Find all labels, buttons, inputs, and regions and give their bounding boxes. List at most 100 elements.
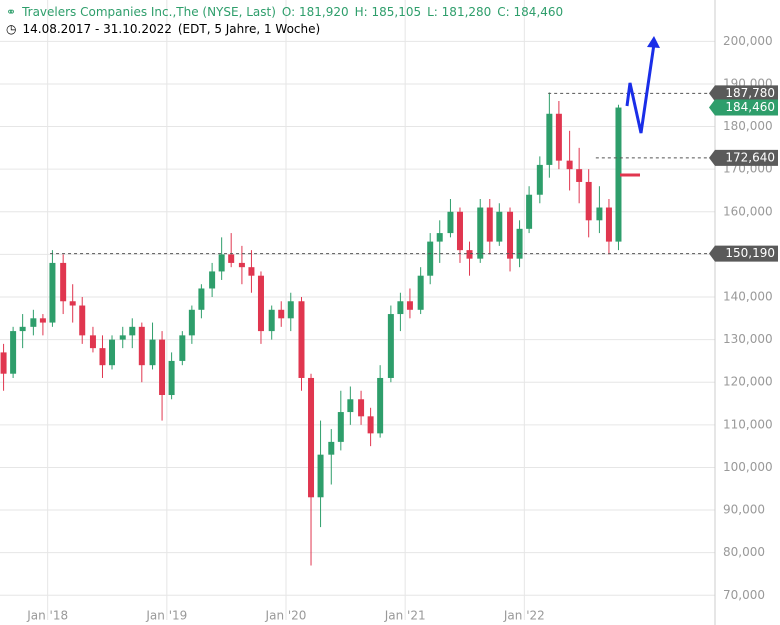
y-tick-label: 160,000	[723, 204, 773, 218]
header-line: ◷ 14.08.2017 - 31.10.2022 (EDT, 5 Jahre, 1…	[6, 21, 569, 38]
candle-body	[417, 275, 424, 310]
x-tick-label: Jan '22	[503, 609, 545, 623]
candle-body	[406, 301, 413, 310]
candle-body	[377, 377, 384, 434]
quote: C: 184,460	[497, 5, 564, 19]
level-label-box	[709, 149, 778, 166]
candle-body	[188, 309, 195, 336]
candle-body	[466, 250, 473, 259]
candle-body	[436, 233, 443, 242]
candle-body	[109, 339, 116, 366]
candle-body	[526, 194, 533, 229]
y-tick-label: 90,000	[723, 503, 765, 517]
candle-body	[19, 326, 26, 332]
candle-body	[447, 211, 454, 234]
y-tick-label: 80,000	[723, 545, 765, 559]
candle-body	[298, 301, 305, 378]
quote: H: 185,105	[354, 5, 422, 19]
candle-body	[79, 305, 86, 336]
candle-body	[99, 348, 106, 366]
candle-body	[358, 399, 365, 417]
candle-body	[486, 207, 493, 242]
last-price-label: 184,460	[725, 100, 775, 114]
candle-body	[287, 301, 294, 319]
candle-body	[615, 107, 622, 242]
candle-body	[119, 335, 126, 340]
y-tick-label: 110,000	[723, 417, 773, 431]
y-tick-label: 140,000	[723, 290, 773, 304]
candle-body	[238, 262, 245, 268]
level-label: 172,640	[725, 150, 775, 164]
candle-body	[328, 441, 335, 455]
candle-body	[477, 207, 484, 259]
candle-body	[179, 335, 186, 361]
candle-body	[159, 339, 166, 396]
candle-body	[496, 211, 503, 242]
candle-body	[566, 160, 573, 170]
candle-body	[555, 113, 562, 161]
subtitle: 14.08.2017 - 31.10.2022	[22, 22, 172, 36]
candle-body	[546, 113, 553, 165]
quote: L: 181,280	[427, 5, 492, 19]
candle-body	[308, 377, 315, 498]
level-label: 187,780	[725, 86, 775, 100]
candle-body	[516, 228, 523, 259]
candle-body	[605, 207, 612, 242]
y-tick-label: 180,000	[723, 119, 773, 133]
quote: O: 181,920	[281, 5, 349, 19]
candle-body	[585, 181, 592, 221]
icon: ⚭	[6, 5, 17, 19]
candle-body	[248, 267, 255, 276]
x-tick-label: Jan '19	[145, 609, 187, 623]
last-price-box	[709, 99, 778, 116]
candle-body	[218, 254, 225, 272]
candle-body	[268, 309, 275, 332]
x-tick-label: Jan '18	[26, 609, 68, 623]
candle-body	[278, 309, 285, 319]
candle-body	[10, 331, 17, 374]
candle-body	[49, 262, 56, 323]
x-tick-label: Jan '20	[265, 609, 307, 623]
y-tick-label: 130,000	[723, 332, 773, 346]
candle-body	[209, 271, 216, 289]
candle-body	[0, 352, 7, 374]
subtitle-note: (EDT, 5 Jahre, 1 Woche)	[177, 22, 321, 36]
candle-body	[149, 339, 156, 366]
chart-title: Travelers Companies Inc.,The (NYSE, Last…	[22, 5, 276, 19]
candle-body	[367, 416, 374, 434]
candle-body	[596, 207, 603, 221]
y-tick-label: 200,000	[723, 34, 773, 48]
level-label-box	[709, 245, 778, 262]
candle-body	[397, 301, 404, 315]
x-tick-label: Jan '21	[384, 609, 426, 623]
candle-body	[39, 318, 46, 323]
candle-body	[427, 241, 434, 276]
candle-body	[347, 399, 354, 413]
header-line: ⚭ Travelers Companies Inc.,The (NYSE, Las…	[6, 4, 569, 21]
icon: ◷	[6, 22, 17, 36]
y-tick-label: 120,000	[723, 375, 773, 389]
y-tick-label: 100,000	[723, 460, 773, 474]
candle-body	[257, 275, 264, 332]
header: ⚭ Travelers Companies Inc.,The (NYSE, Las…	[6, 4, 569, 38]
candle-body	[168, 360, 175, 396]
candle-body	[30, 318, 37, 327]
candle-body	[129, 326, 136, 336]
candle-body	[536, 164, 543, 195]
y-tick-label: 70,000	[723, 588, 765, 602]
annotation-arrowhead	[647, 36, 660, 48]
candle-body	[228, 254, 235, 263]
candle-body	[89, 335, 96, 349]
level-label: 150,190	[725, 246, 775, 260]
candle-body	[456, 211, 463, 251]
level-label-box	[709, 85, 778, 102]
candle-body	[576, 169, 583, 182]
candle-body	[198, 288, 205, 310]
annotation-arrow	[625, 43, 656, 134]
candle-body	[138, 326, 145, 366]
candle-body	[337, 412, 344, 442]
candle-body	[69, 301, 76, 306]
candle-body	[507, 211, 514, 259]
